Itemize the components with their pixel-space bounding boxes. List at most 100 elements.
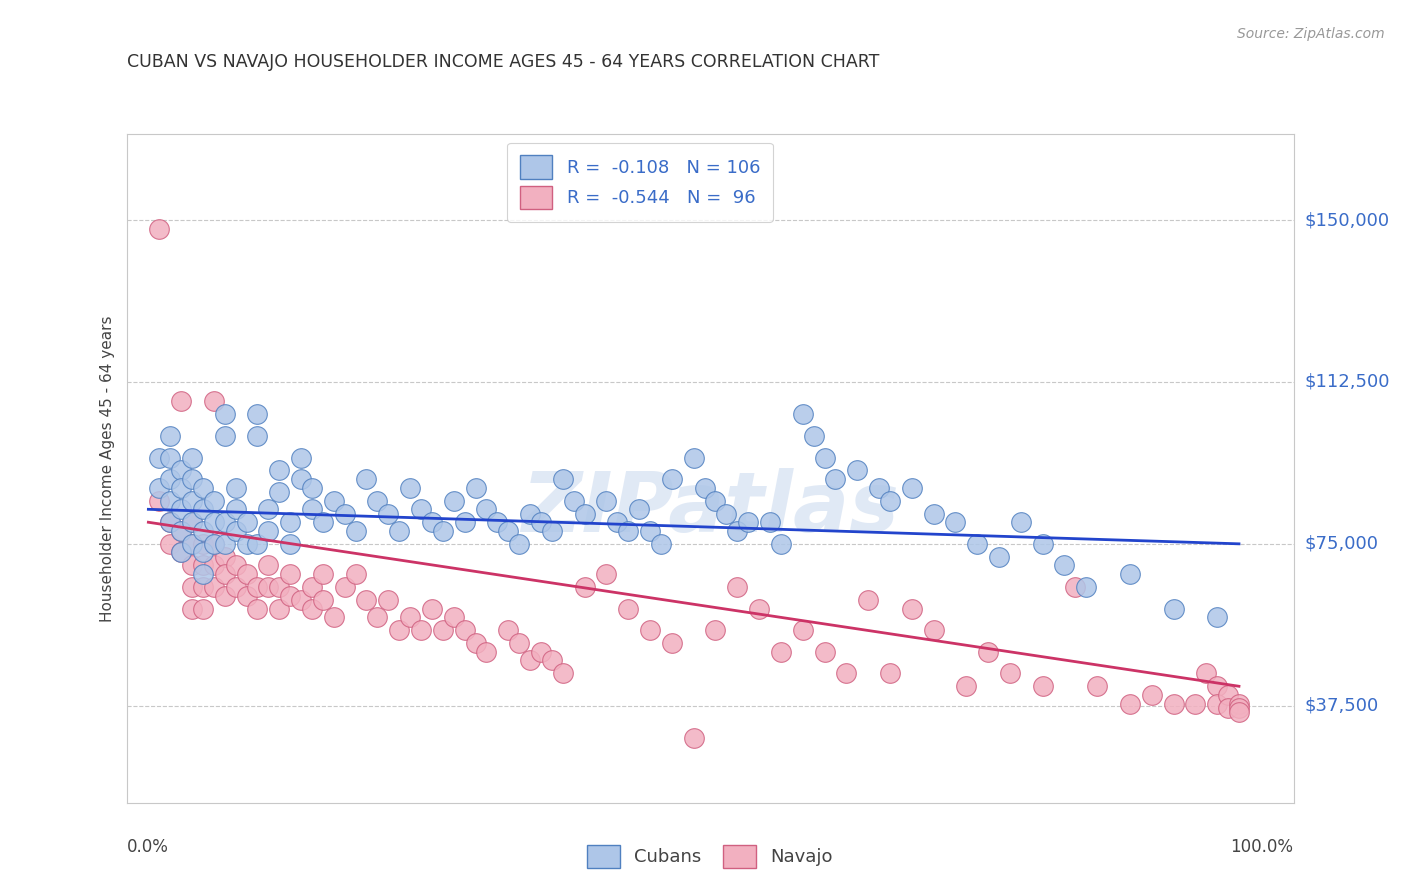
Point	[638, 623, 661, 637]
Point	[356, 593, 378, 607]
Point	[225, 580, 247, 594]
Point	[541, 524, 564, 538]
Point	[278, 515, 301, 529]
Point	[191, 545, 214, 559]
Point	[922, 623, 945, 637]
Point	[170, 545, 193, 559]
Point	[301, 580, 323, 594]
Point	[725, 580, 748, 594]
Point	[344, 567, 367, 582]
Point	[399, 481, 422, 495]
Point	[159, 472, 181, 486]
Point	[246, 580, 269, 594]
Point	[181, 515, 204, 529]
Legend: Cubans, Navajo: Cubans, Navajo	[575, 832, 845, 880]
Point	[475, 502, 498, 516]
Point	[214, 549, 236, 564]
Point	[1119, 567, 1142, 582]
Point	[181, 558, 204, 573]
Point	[551, 666, 574, 681]
Point	[225, 558, 247, 573]
Point	[409, 623, 432, 637]
Point	[170, 502, 193, 516]
Point	[159, 537, 181, 551]
Point	[322, 493, 344, 508]
Text: $37,500: $37,500	[1305, 697, 1379, 714]
Point	[562, 493, 585, 508]
Point	[1184, 697, 1206, 711]
Point	[366, 610, 388, 624]
Point	[312, 515, 335, 529]
Point	[682, 450, 704, 465]
Point	[202, 537, 225, 551]
Text: $150,000: $150,000	[1305, 211, 1389, 229]
Point	[181, 580, 204, 594]
Point	[191, 558, 214, 573]
Point	[257, 524, 280, 538]
Point	[759, 515, 782, 529]
Point	[191, 524, 214, 538]
Point	[278, 589, 301, 603]
Point	[606, 515, 628, 529]
Point	[191, 537, 214, 551]
Point	[214, 429, 236, 443]
Point	[159, 515, 181, 529]
Text: ZIPatlas: ZIPatlas	[522, 468, 898, 549]
Point	[159, 515, 181, 529]
Point	[301, 481, 323, 495]
Point	[1163, 697, 1185, 711]
Point	[1227, 705, 1250, 719]
Point	[269, 580, 291, 594]
Point	[214, 589, 236, 603]
Point	[235, 537, 257, 551]
Point	[824, 472, 846, 486]
Point	[214, 515, 236, 529]
Point	[181, 601, 204, 615]
Text: $75,000: $75,000	[1305, 535, 1379, 553]
Point	[846, 463, 869, 477]
Point	[508, 636, 530, 650]
Point	[1053, 558, 1076, 573]
Point	[170, 524, 193, 538]
Point	[333, 580, 356, 594]
Point	[792, 408, 814, 422]
Point	[551, 472, 574, 486]
Point	[246, 601, 269, 615]
Point	[716, 507, 738, 521]
Point	[257, 558, 280, 573]
Point	[530, 515, 553, 529]
Point	[922, 507, 945, 521]
Point	[191, 502, 214, 516]
Point	[214, 408, 236, 422]
Point	[159, 450, 181, 465]
Point	[246, 537, 269, 551]
Point	[159, 429, 181, 443]
Point	[191, 601, 214, 615]
Point	[661, 636, 683, 650]
Point	[1227, 697, 1250, 711]
Point	[181, 493, 204, 508]
Point	[278, 567, 301, 582]
Point	[301, 601, 323, 615]
Point	[225, 502, 247, 516]
Point	[269, 485, 291, 500]
Point	[638, 524, 661, 538]
Point	[496, 524, 519, 538]
Point	[792, 623, 814, 637]
Point	[856, 593, 879, 607]
Point	[225, 524, 247, 538]
Point	[725, 524, 748, 538]
Point	[388, 524, 411, 538]
Point	[988, 549, 1011, 564]
Point	[191, 481, 214, 495]
Point	[290, 593, 312, 607]
Point	[955, 679, 977, 693]
Point	[977, 645, 1000, 659]
Point	[486, 515, 509, 529]
Point	[1085, 679, 1108, 693]
Point	[377, 593, 399, 607]
Point	[420, 601, 443, 615]
Point	[879, 493, 901, 508]
Point	[388, 623, 411, 637]
Y-axis label: Householder Income Ages 45 - 64 years: Householder Income Ages 45 - 64 years	[100, 315, 115, 622]
